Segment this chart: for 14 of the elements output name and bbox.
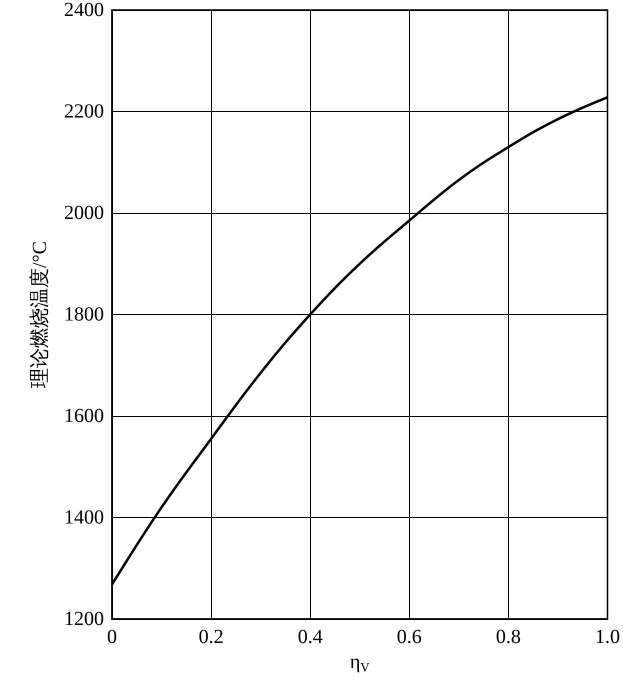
y-tick-label: 1400 [64,506,104,528]
y-tick-label: 2400 [64,0,104,21]
x-tick-label: 0.6 [396,626,422,648]
y-tick-label: 1800 [64,304,104,326]
y-tick-label: 2200 [64,100,104,122]
x-tick-label: 0.2 [198,626,224,648]
x-tick-label: 0.4 [298,626,323,648]
y-axis-title: 理论燃烧温度/°C [29,241,51,388]
x-tick-label: 0 [107,626,117,648]
x-tick-label: 0.8 [496,626,521,648]
x-tick-label: 1.0 [595,626,620,648]
y-tick-label: 1600 [64,405,104,427]
y-tick-label: 2000 [64,202,104,224]
y-tick-label: 1200 [64,608,104,630]
